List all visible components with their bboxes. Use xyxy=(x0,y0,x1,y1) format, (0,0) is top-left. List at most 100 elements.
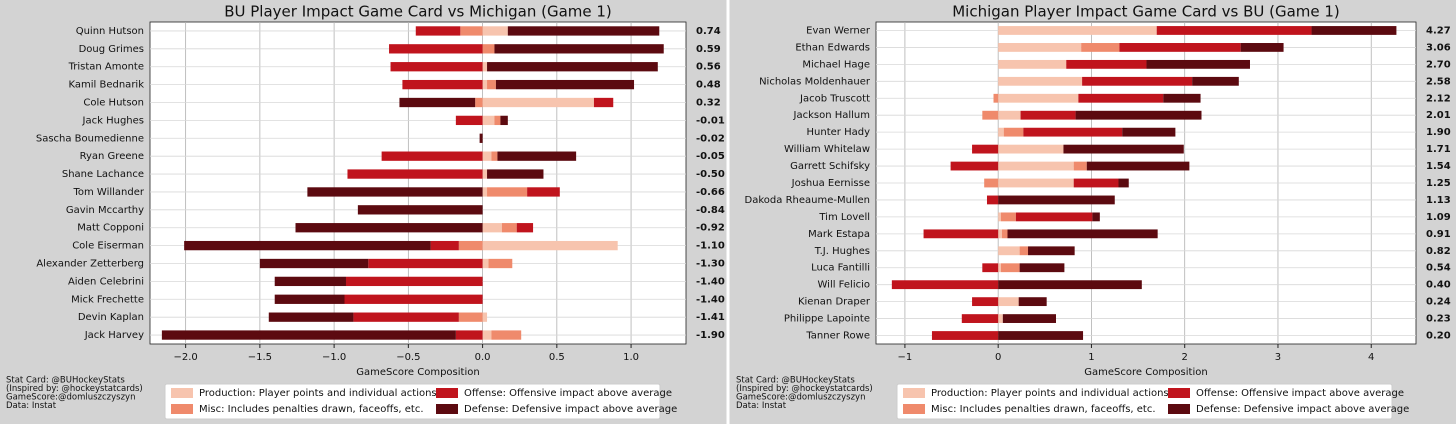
bar-segment xyxy=(1092,212,1100,222)
player-name: Philippe Lapointe xyxy=(784,314,870,325)
bar-segment xyxy=(982,110,999,120)
bar-segment xyxy=(487,79,496,90)
legend-label: Misc: Includes penalties drawn, faceoffs… xyxy=(199,404,424,415)
footnote: (Inspired by: @hockeystatcards) xyxy=(6,384,143,394)
bar-segment xyxy=(998,161,1074,171)
total-label: 1.54 xyxy=(1426,161,1451,172)
bar-segment xyxy=(1002,314,1056,323)
bar-segment xyxy=(1163,93,1201,103)
total-label: -0.02 xyxy=(696,133,725,144)
total-label: 0.23 xyxy=(1426,314,1451,325)
bar-segment xyxy=(495,79,635,90)
bar-segment xyxy=(1146,59,1250,69)
bar-segment xyxy=(482,169,488,179)
x-tick-label: 1 xyxy=(1088,352,1094,363)
bar-segment xyxy=(491,151,498,161)
bar-segment xyxy=(347,169,483,179)
total-label: 0.20 xyxy=(1426,331,1451,342)
player-name: Gavin Mccarthy xyxy=(66,205,144,216)
bar-segment xyxy=(491,330,522,340)
player-name: Devin Kaplan xyxy=(78,312,144,323)
bar-segment xyxy=(357,205,483,215)
player-name: Jack Harvey xyxy=(84,330,144,341)
bar-segment xyxy=(488,258,513,269)
player-name: T.J. Hughes xyxy=(814,246,870,257)
player-name: Jacob Truscott xyxy=(799,93,870,104)
bar-segment xyxy=(479,133,483,143)
bar-segment xyxy=(998,331,1084,340)
bar-segment xyxy=(494,44,664,54)
footnote: Data: Instat xyxy=(736,401,787,411)
footnote: (Inspired by: @hockeystatcards) xyxy=(736,384,873,394)
x-axis-label: GameScore Composition xyxy=(356,367,479,378)
bar-segment xyxy=(482,151,492,161)
bar-segment xyxy=(998,212,1001,222)
bar-segment xyxy=(482,44,495,54)
bar-segment xyxy=(274,294,345,304)
player-name: Tanner Rowe xyxy=(805,331,870,342)
bar-segment xyxy=(998,93,1079,103)
total-label: 1.25 xyxy=(1426,178,1451,189)
total-label: -0.92 xyxy=(696,223,725,234)
bar-segment xyxy=(430,240,459,251)
bar-segment xyxy=(998,178,1074,188)
player-name: Quinn Hutson xyxy=(76,26,144,37)
bar-segment xyxy=(1081,43,1120,52)
player-name: Jack Hughes xyxy=(82,115,144,126)
bar-segment xyxy=(487,62,658,72)
x-tick-label: 0.5 xyxy=(549,352,565,363)
bar-segment xyxy=(455,330,483,340)
player-name: Garrett Schifsky xyxy=(790,161,870,172)
bar-segment xyxy=(998,59,1067,69)
player-name: Nicholas Moldenhauer xyxy=(759,76,871,87)
total-label: 0.74 xyxy=(696,26,721,37)
bar-segment xyxy=(482,223,502,233)
player-name: Aiden Celebrini xyxy=(68,276,144,287)
total-label: 1.71 xyxy=(1426,144,1451,155)
total-label: -0.01 xyxy=(696,115,725,126)
bar-segment xyxy=(1119,43,1241,52)
bar-segment xyxy=(1118,178,1129,188)
legend-swatch xyxy=(171,404,193,414)
bar-segment xyxy=(161,330,456,340)
player-name: Tom Willander xyxy=(72,187,144,198)
bar-segment xyxy=(399,97,476,108)
player-name: Doug Grimes xyxy=(79,44,144,55)
bar-segment xyxy=(501,223,517,233)
total-label: 3.06 xyxy=(1426,42,1451,53)
bar-segment xyxy=(274,276,346,287)
total-label: -1.40 xyxy=(696,294,725,305)
bar-segment xyxy=(482,26,508,36)
bar-segment xyxy=(1086,161,1190,171)
bar-segment xyxy=(1192,76,1239,86)
bar-segment xyxy=(998,26,1157,35)
bar-segment xyxy=(402,79,483,90)
bar-segment xyxy=(593,97,614,108)
player-name: Tim Lovell xyxy=(818,212,870,223)
bar-segment xyxy=(998,127,1004,137)
bar-segment xyxy=(460,26,483,36)
bar-segment xyxy=(353,312,459,322)
total-label: -0.84 xyxy=(696,205,725,216)
player-name: Mark Estapa xyxy=(808,229,870,240)
bar-segment xyxy=(984,178,999,188)
bar-segment xyxy=(500,115,508,126)
total-label: 2.12 xyxy=(1426,93,1451,104)
bar-segment xyxy=(1001,229,1008,239)
player-name: Kamil Bednarik xyxy=(69,80,145,91)
bar-segment xyxy=(998,229,1002,239)
footnote: Stat Card: @BUHockeyStats xyxy=(736,376,855,386)
bar-segment xyxy=(482,187,488,197)
bar-segment xyxy=(487,187,528,197)
legend-swatch xyxy=(1168,388,1190,398)
bar-segment xyxy=(1019,246,1029,256)
bar-segment xyxy=(972,144,999,154)
player-name: Cole Eiserman xyxy=(72,241,144,252)
player-name: Shane Lachance xyxy=(62,169,144,180)
player-name: William Whitelaw xyxy=(784,144,870,155)
x-tick-label: 3 xyxy=(1275,352,1281,363)
legend-swatch xyxy=(903,404,925,414)
bar-segment xyxy=(482,258,489,269)
footnote: GameScore:@domluszczyszyn xyxy=(6,393,135,403)
